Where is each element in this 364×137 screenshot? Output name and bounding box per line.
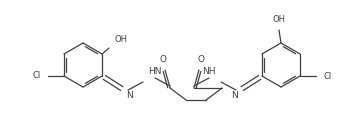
Text: OH: OH [273, 15, 285, 24]
Text: O: O [159, 55, 167, 64]
Text: O: O [197, 55, 205, 64]
Text: N: N [231, 91, 238, 100]
Text: Cl: Cl [323, 72, 331, 81]
Text: NH: NH [202, 67, 216, 76]
Text: N: N [126, 91, 133, 100]
Text: HN: HN [148, 67, 162, 76]
Text: Cl: Cl [33, 72, 41, 81]
Text: OH: OH [114, 35, 127, 44]
